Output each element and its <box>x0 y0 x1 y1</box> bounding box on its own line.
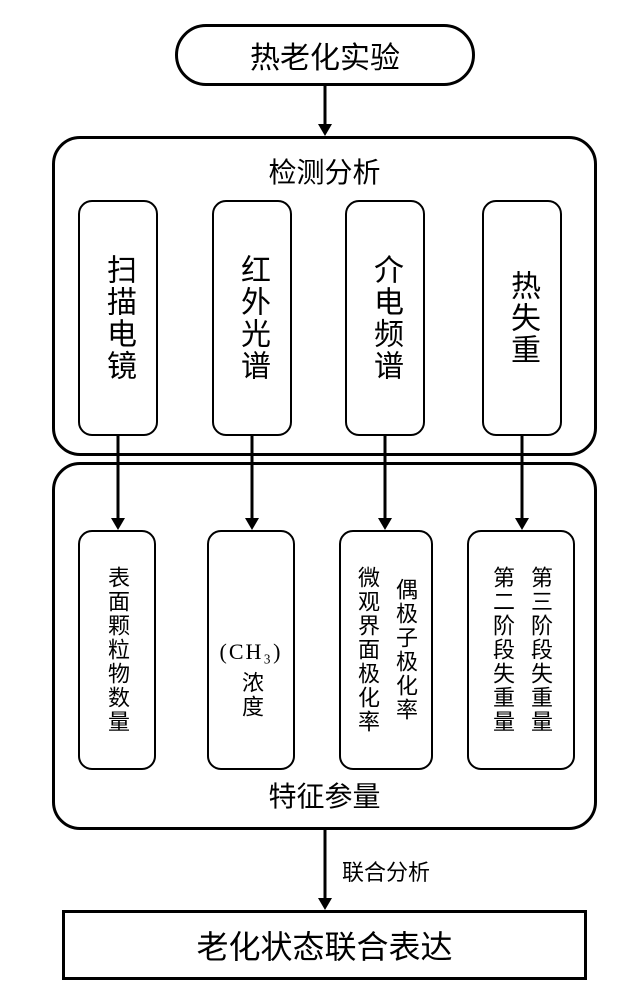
feature-item-1-bottom: 浓度 <box>235 671 267 719</box>
arrow-mid-1 <box>242 436 262 532</box>
feature-item-1: (CH₃) 浓度 <box>207 530 295 770</box>
detect-item-tga: 热失重 <box>482 200 562 436</box>
arrow-mid-3 <box>512 436 532 532</box>
detect-group-title: 检测分析 <box>55 151 594 191</box>
detect-item-ir: 红外光谱 <box>212 200 292 436</box>
detect-item-dielectric-label: 介电频谱 <box>363 254 407 382</box>
feature-item-3-col-0: 第二阶段失重量 <box>486 566 518 734</box>
arrow-bottom-label: 联合分析 <box>342 855 430 887</box>
feature-item-1-top: (CH₃) <box>220 639 283 665</box>
top-node: 热老化实验 <box>175 24 475 86</box>
arrow-bottom <box>315 830 335 912</box>
detect-item-dielectric: 介电频谱 <box>345 200 425 436</box>
feature-item-0: 表面颗粒物数量 <box>78 530 156 770</box>
detect-item-sem: 扫描电镜 <box>78 200 158 436</box>
final-node-label: 老化状态联合表达 <box>196 922 452 968</box>
final-node: 老化状态联合表达 <box>62 910 587 980</box>
top-node-label: 热老化实验 <box>250 33 400 77</box>
feature-item-0-col-0: 表面颗粒物数量 <box>101 566 133 734</box>
arrow-top <box>315 86 335 138</box>
feature-item-2-col-0: 微观界面极化率 <box>351 566 383 734</box>
feature-item-2: 微观界面极化率 偶极子极化率 <box>339 530 433 770</box>
feature-item-3: 第二阶段失重量 第三阶段失重量 <box>467 530 575 770</box>
feature-item-3-col-1: 第三阶段失重量 <box>524 566 556 734</box>
detect-item-tga-label: 热失重 <box>500 270 544 366</box>
feature-item-2-col-1: 偶极子极化率 <box>389 578 421 722</box>
arrow-mid-0 <box>108 436 128 532</box>
detect-item-sem-label: 扫描电镜 <box>96 254 140 382</box>
feature-group-title: 特征参量 <box>55 775 594 815</box>
arrow-mid-2 <box>375 436 395 532</box>
detect-item-ir-label: 红外光谱 <box>230 254 274 382</box>
